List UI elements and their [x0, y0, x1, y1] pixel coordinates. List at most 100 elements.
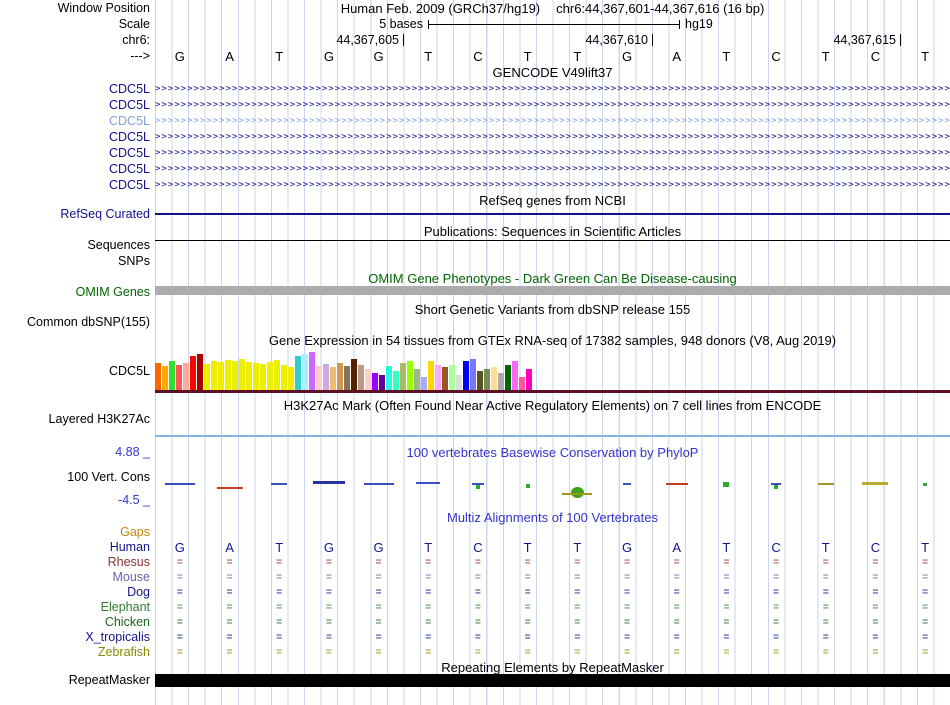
alignment-identity-mark: =	[325, 602, 332, 613]
gtex-bar	[477, 371, 483, 390]
h3k27ac-label[interactable]: Layered H3K27Ac	[48, 412, 150, 426]
omim-genes-label[interactable]: OMIM Genes	[75, 285, 150, 299]
alignment-row[interactable]: = = = = = = = = = = = = = = = =	[155, 600, 950, 615]
window-position-label: Window Position	[57, 1, 150, 15]
gtex-bar	[491, 367, 497, 390]
alignment-identity-mark: =	[822, 632, 829, 643]
gtex-bar	[463, 361, 469, 390]
species-label[interactable]: Rhesus	[107, 555, 150, 569]
alignment-identity-mark: =	[723, 617, 730, 628]
h3k27ac-track-line[interactable]	[155, 435, 950, 437]
gtex-bar	[253, 363, 259, 390]
gtex-baseline[interactable]	[155, 390, 950, 393]
species-label[interactable]: Dog	[127, 585, 150, 599]
gene-label[interactable]: CDC5L	[109, 146, 150, 160]
gene-label[interactable]: CDC5L	[109, 162, 150, 176]
base-letter: T	[821, 49, 830, 64]
cons-marks[interactable]	[155, 478, 950, 500]
gene-label[interactable]: CDC5L	[109, 98, 150, 112]
alignment-base: A	[225, 540, 234, 555]
gtex-bar	[155, 363, 161, 390]
gene-model-row[interactable]: >>>>>>>>>>>>>>>>>>>>>>>>>>>>>>>>>>>>>>>>…	[155, 116, 950, 126]
refseq-track-line[interactable]	[155, 213, 950, 215]
alignment-row[interactable]: = = = = = = = = = = = = = = = =	[155, 615, 950, 630]
species-label[interactable]: Elephant	[100, 600, 150, 614]
gtex-bar	[428, 361, 434, 390]
snps-label[interactable]: SNPs	[118, 254, 150, 268]
cons-min-label: -4.5 _	[118, 493, 150, 507]
omim-track-bar[interactable]	[155, 286, 950, 295]
species-label[interactable]: Zebrafish	[97, 645, 150, 659]
gene-model-row[interactable]: >>>>>>>>>>>>>>>>>>>>>>>>>>>>>>>>>>>>>>>>…	[155, 84, 950, 94]
alignment-identity-mark: =	[723, 557, 730, 568]
alignment-row[interactable]: = = = = = = = = = = = = = = = =	[155, 570, 950, 585]
alignment-identity-mark: =	[325, 557, 332, 568]
gtex-bar	[288, 367, 294, 390]
gtex-bar	[498, 373, 504, 390]
gtex-bar	[442, 367, 448, 390]
alignment-identity-mark: =	[872, 647, 879, 658]
cons-mark	[471, 483, 484, 485]
species-label[interactable]: Human	[109, 540, 150, 554]
alignment-row[interactable]: = = = = = = = = = = = = = = = =	[155, 645, 950, 660]
gene-model-row[interactable]: >>>>>>>>>>>>>>>>>>>>>>>>>>>>>>>>>>>>>>>>…	[155, 148, 950, 158]
species-label[interactable]: Gaps	[120, 525, 150, 539]
alignment-row[interactable]: = = = = = = = = = = = = = = = =	[155, 630, 950, 645]
species-label[interactable]: Chicken	[104, 615, 150, 629]
gtex-bar	[239, 359, 245, 390]
alignment-identity-mark: =	[822, 602, 829, 613]
gene-model-row[interactable]: >>>>>>>>>>>>>>>>>>>>>>>>>>>>>>>>>>>>>>>>…	[155, 164, 950, 174]
base-letter: C	[473, 49, 483, 64]
alignment-identity-mark: =	[475, 587, 481, 598]
species-label[interactable]: X_tropicalis	[85, 630, 150, 644]
alignment-identity-mark: =	[524, 632, 531, 643]
cons-mark	[164, 483, 195, 485]
alignment-identity-mark: =	[822, 572, 829, 583]
sequences-label[interactable]: Sequences	[87, 238, 150, 252]
base-letter: C	[771, 49, 781, 64]
alignment-identity-mark: =	[375, 647, 382, 658]
gene-label[interactable]: CDC5L	[109, 130, 150, 144]
alignment-identity-mark: =	[176, 587, 183, 598]
gene-model-row[interactable]: >>>>>>>>>>>>>>>>>>>>>>>>>>>>>>>>>>>>>>>>…	[155, 132, 950, 142]
gene-model-row[interactable]: >>>>>>>>>>>>>>>>>>>>>>>>>>>>>>>>>>>>>>>>…	[155, 180, 950, 190]
gridlines	[155, 0, 950, 705]
gtex-bar	[232, 361, 238, 390]
gene-label[interactable]: CDC5L	[109, 178, 150, 192]
gtex-bars[interactable]	[155, 352, 950, 390]
alignment-identity-mark: =	[475, 647, 481, 658]
dbsnp-title: Short Genetic Variants from dbSNP releas…	[414, 302, 691, 317]
repeatmasker-label[interactable]: RepeatMasker	[68, 673, 150, 687]
gene-label[interactable]: CDC5L	[109, 114, 150, 128]
alignment-identity-mark: =	[425, 617, 432, 628]
alignment-identity-mark: =	[226, 587, 233, 598]
alignment-identity-mark: =	[226, 647, 233, 658]
cons-label[interactable]: 100 Vert. Cons	[67, 470, 150, 484]
refseq-curated-label[interactable]: RefSeq Curated	[60, 207, 150, 221]
position-text: chr6:44,367,601-44,367,616 (16 bp)	[556, 1, 765, 16]
repeatmasker-track-bar[interactable]	[155, 674, 950, 687]
alignment-identity-mark: =	[375, 617, 382, 628]
alignment-base: A	[672, 540, 682, 555]
alignment-identity-mark: =	[375, 557, 382, 568]
cons-mark	[562, 493, 593, 495]
alignment-identity-mark: =	[673, 572, 680, 583]
alignment-identity-mark: =	[176, 557, 183, 568]
alignment-row[interactable]: = = = = = = = = = = = = = = = =	[155, 555, 950, 570]
alignment-row[interactable]: = = = = = = = = = = = = = = = =	[155, 585, 950, 600]
base-letter: T	[573, 49, 582, 64]
base-letter: T	[523, 49, 532, 64]
gtex-gene-label[interactable]: CDC5L	[109, 364, 150, 378]
gene-model-row[interactable]: >>>>>>>>>>>>>>>>>>>>>>>>>>>>>>>>>>>>>>>>…	[155, 100, 950, 110]
gene-label[interactable]: CDC5L	[109, 82, 150, 96]
dbsnp-label[interactable]: Common dbSNP(155)	[27, 315, 150, 329]
alignment-identity-mark: =	[624, 602, 630, 613]
species-label[interactable]: Mouse	[112, 570, 150, 584]
sequences-track-line[interactable]	[155, 240, 950, 241]
gtex-bar	[435, 365, 441, 390]
alignment-identity-mark: =	[872, 632, 879, 643]
gtex-bar	[162, 366, 168, 390]
alignment-identity-mark: =	[624, 587, 630, 598]
alignment-identity-mark: =	[624, 557, 630, 568]
